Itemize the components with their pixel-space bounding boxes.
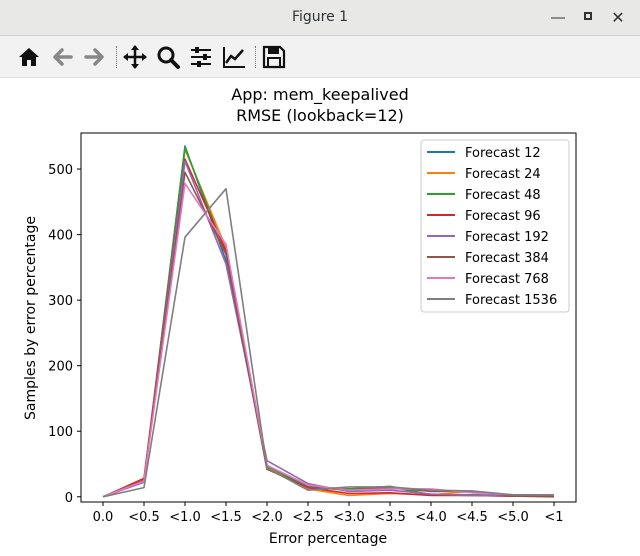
chart-subtitle: RMSE (lookback=12) [236, 106, 404, 125]
legend-entry: Forecast 768 [465, 272, 549, 287]
pan-icon [123, 45, 147, 69]
home-button[interactable] [16, 44, 42, 70]
series-layer [102, 145, 555, 498]
forward-arrow-icon [84, 48, 104, 66]
back-button[interactable] [49, 44, 75, 70]
window-title: Figure 1 [291, 9, 349, 25]
navigation-toolbar [0, 36, 640, 78]
chart-title: App: mem_keepalived [231, 85, 408, 105]
x-tick-label: <5.0 [497, 510, 529, 525]
save-button[interactable] [261, 44, 287, 70]
x-tick-label: <3.0 [333, 510, 365, 525]
legend-entry: Forecast 384 [465, 251, 549, 266]
maximize-icon [584, 12, 592, 20]
toolbar-separator [116, 46, 117, 68]
figure-canvas[interactable]: App: mem_keepalived RMSE (lookback=12) 0… [0, 78, 640, 556]
x-axis-label: Error percentage [269, 531, 387, 547]
legend-entry: Forecast 96 [465, 209, 541, 224]
legend-entry: Forecast 48 [465, 188, 541, 203]
y-tick-label: 300 [48, 294, 73, 309]
maximize-button[interactable] [578, 8, 598, 28]
pan-button[interactable] [122, 44, 148, 70]
window-titlebar: Figure 1 ― ✕ [0, 0, 640, 36]
x-tick-label: <1.0 [169, 510, 201, 525]
forward-button[interactable] [82, 44, 108, 70]
x-tick-label: <2.0 [251, 510, 283, 525]
axes-layer: 0.0 <0.5 <1.0 <1.5 <2.0 <2.5 <3.0 <3.5 <4.0 <4.5 <… [48, 163, 563, 525]
x-tick-label: <3.5 [374, 510, 406, 525]
legend-frame [420, 139, 570, 313]
legend-entry: Forecast 192 [465, 230, 549, 245]
series-line [102, 187, 554, 498]
toolbar-separator [255, 46, 256, 68]
zoom-button[interactable] [155, 44, 181, 70]
edit-axis-button[interactable] [221, 44, 247, 70]
edit-axis-icon [223, 47, 245, 68]
back-arrow-icon [53, 48, 73, 66]
x-tick-label: <4.5 [456, 510, 488, 525]
legend-entry: Forecast 12 [465, 146, 541, 161]
minimize-button[interactable]: ― [551, 10, 565, 26]
series-line [102, 182, 554, 498]
y-tick-label: 100 [48, 425, 73, 440]
configure-subplots-icon [191, 47, 211, 67]
y-tick-label: 0 [65, 491, 73, 506]
x-tick-label: <4.0 [415, 510, 447, 525]
zoom-icon [157, 46, 180, 69]
legend-entry: Forecast 24 [465, 167, 541, 182]
x-tick-label: <1 [544, 510, 563, 525]
x-tick-label: 0.0 [93, 510, 114, 525]
legend-entry: Forecast 1536 [465, 293, 557, 308]
y-tick-label: 400 [48, 229, 73, 244]
close-button[interactable]: ✕ [611, 8, 625, 27]
plot-area-frame [80, 132, 577, 503]
save-icon [262, 45, 286, 69]
configure-subplots-button[interactable] [188, 44, 214, 70]
y-axis-label: Samples by error percentage [23, 216, 39, 420]
y-tick-label: 500 [48, 163, 73, 178]
x-tick-label: <1.5 [210, 510, 242, 525]
x-tick-label: <2.5 [292, 510, 324, 525]
y-tick-label: 200 [48, 360, 73, 375]
x-tick-label: <0.5 [128, 510, 160, 525]
legend: Forecast 12 Forecast 24 Forecast 48 Forecas… [420, 139, 570, 313]
home-icon [19, 48, 39, 66]
